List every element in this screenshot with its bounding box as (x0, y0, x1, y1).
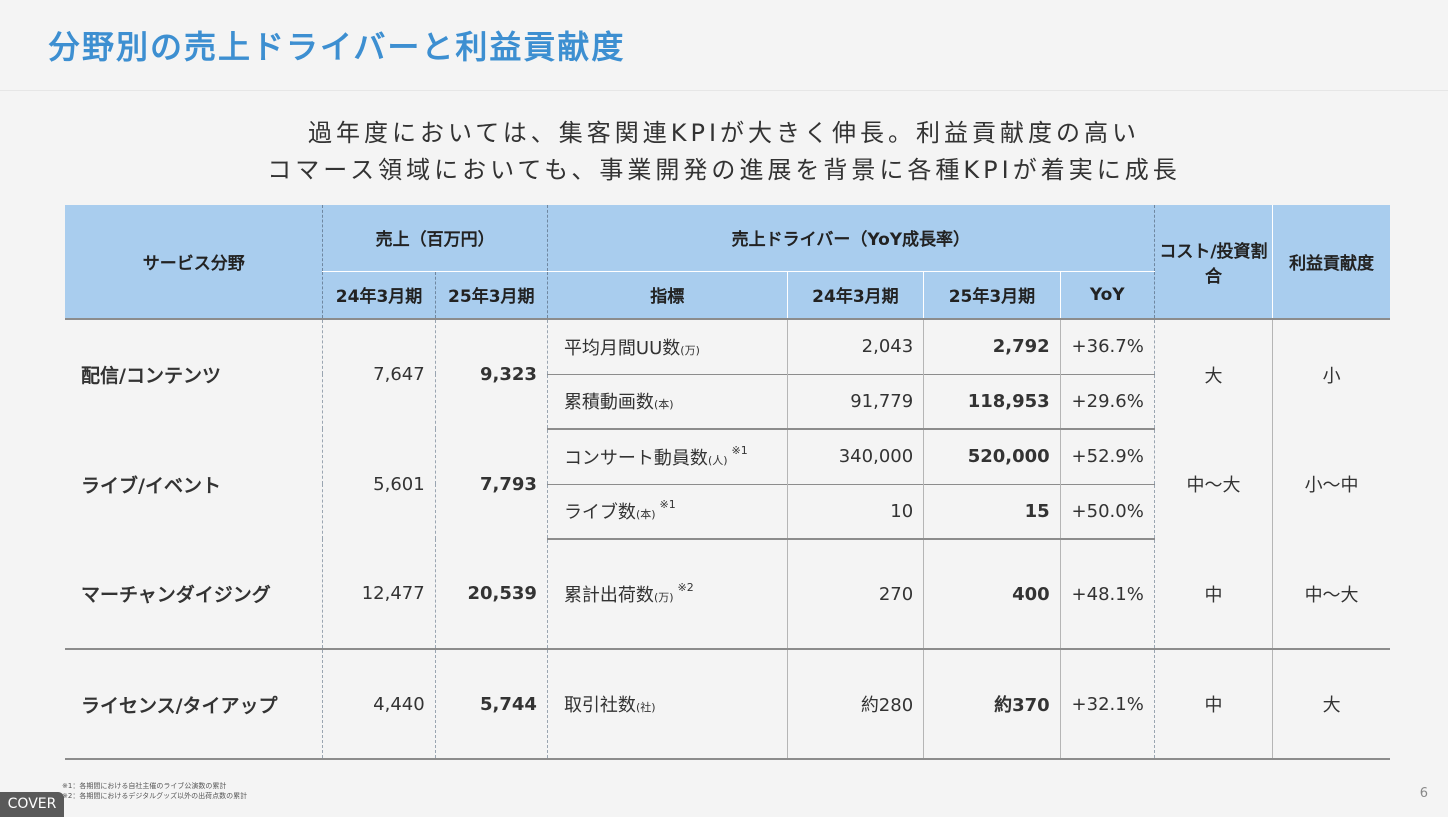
footnotes: ※1：各期間における自社主催のライブ公演数の累計 ※2：各期間におけるデジタルグ… (62, 781, 247, 801)
header-indicator: 指標 (547, 271, 788, 320)
kpi-label: ライブ数 (563, 502, 636, 524)
kpi-unit: (本) (653, 398, 674, 412)
sales-fy25: 7,793 (435, 429, 548, 539)
sales-fy24: 5,601 (322, 429, 436, 539)
kpi-name: 平均月間UU数(万) (547, 318, 788, 374)
sales-fy25: 5,744 (435, 649, 548, 760)
kpi-fy25: 約370 (923, 649, 1061, 760)
profit-contribution: 小～中 (1304, 475, 1359, 496)
page-number: 6 (1419, 786, 1428, 801)
cost-ratio: 中 (1154, 649, 1274, 760)
kpi-name: 累計出荷数(万)※2 (547, 539, 788, 650)
kpi-note: ※1 (659, 498, 676, 512)
cost-ratio: 中～大 (1154, 429, 1274, 539)
header-kpi-fy25: 25年3月期 (923, 271, 1061, 320)
slide-title: 分野別の売上ドライバーと利益貢献度 (48, 28, 626, 66)
sales-fy25: 20,539 (435, 539, 548, 650)
header-sales-fy25: 25年3月期 (435, 271, 548, 320)
kpi-fy25: 400 (923, 539, 1061, 650)
sales-fy24: 7,647 (322, 318, 436, 429)
cost-ratio: 中 (1154, 539, 1274, 650)
kpi-fy25: 15 (923, 483, 1061, 540)
kpi-note: ※1 (731, 443, 748, 457)
kpi-yoy: +50.0% (1060, 483, 1155, 540)
subtitle-line-1: 過年度においては、集客関連KPIが大きく伸長。利益貢献度の高い (307, 119, 1141, 147)
kpi-label: 平均月間UU数 (563, 337, 681, 359)
kpi-fy24: 2,043 (787, 318, 925, 374)
kpi-yoy: +52.9% (1060, 429, 1155, 484)
kpi-label: 累計出荷数 (563, 585, 654, 606)
header-drivers: 売上ドライバー（YoY成長率） (547, 205, 1155, 272)
kpi-unit: (社) (635, 701, 656, 714)
header-cost-label: コスト/投資割合 (1159, 241, 1268, 287)
kpi-fy25: 520,000 (923, 429, 1061, 484)
cost-ratio: 大 (1154, 318, 1274, 429)
subtitle-line-2: コマース領域においても、事業開発の進展を背景に各種KPIが着実に成長 (267, 156, 1181, 184)
kpi-fy25: 118,953 (923, 373, 1061, 430)
header-kpi-fy24: 24年3月期 (787, 271, 925, 320)
kpi-fy24: 10 (787, 483, 925, 540)
table-row: ライセンス/タイアップ 4,440 5,744 取引社数(社) 約280 約37… (65, 649, 1390, 760)
kpi-table: サービス分野 売上（百万円） 売上ドライバー（YoY成長率） コスト/投資割合 … (65, 205, 1390, 760)
kpi-label: コンサート動員数 (563, 447, 708, 469)
cover-badge[interactable]: COVER (0, 792, 64, 817)
profit-contribution: 大 (1272, 649, 1390, 760)
kpi-name: ライブ数(本)※1 (547, 483, 788, 540)
sales-fy24: 4,440 (322, 649, 436, 760)
table-row: ライブ数(本)※1 10 15 +50.0% (65, 483, 1390, 540)
footnote-2: ※2：各期間におけるデジタルグッズ以外の出荷点数の累計 (62, 792, 248, 800)
kpi-unit: (万) (653, 591, 674, 604)
kpi-label: 累積動画数 (563, 392, 654, 414)
header-sales-fy24: 24年3月期 (322, 271, 436, 320)
kpi-unit: (万) (680, 343, 700, 357)
kpi-yoy: +48.1% (1060, 539, 1155, 650)
kpi-fy24: 270 (787, 539, 925, 650)
kpi-unit: (人) (707, 453, 728, 467)
table-row: マーチャンダイジング 12,477 20,539 累計出荷数(万)※2 270 … (65, 539, 1390, 650)
service-name: ライセンス/タイアップ (65, 649, 324, 760)
kpi-unit: (本) (635, 508, 656, 522)
table-row: ライブ/イベント 5,601 7,793 コンサート動員数(人)※1 340,0… (65, 429, 1390, 539)
sales-fy24: 12,477 (322, 539, 436, 650)
sales-fy25: 9,323 (435, 318, 548, 429)
profit-contribution: 小 (1272, 318, 1390, 429)
kpi-name: 累積動画数(本) (547, 373, 788, 430)
kpi-yoy: +32.1% (1060, 649, 1155, 760)
footnote-1: ※1：各期間における自社主催のライブ公演数の累計 (62, 782, 227, 790)
kpi-fy24: 340,000 (787, 429, 925, 484)
service-name: 配信/コンテンツ (65, 318, 324, 429)
divider (0, 90, 1448, 91)
profit-contribution: 中～大 (1272, 539, 1390, 650)
kpi-fy24: 約280 (787, 649, 925, 760)
service-name: ライブ/イベント (65, 429, 324, 539)
kpi-yoy: +29.6% (1060, 373, 1155, 430)
header-cost: コスト/投資割合 (1154, 205, 1274, 320)
kpi-fy25: 2,792 (923, 318, 1061, 374)
header-service: サービス分野 (65, 205, 324, 320)
kpi-name: 取引社数(社) (547, 649, 788, 760)
kpi-name: コンサート動員数(人)※1 (547, 429, 788, 484)
table-row: 配信/コンテンツ 7,647 9,323 平均月間UU数(万) 2,043 2,… (65, 318, 1390, 429)
kpi-yoy: +36.7% (1060, 318, 1155, 374)
table-row: 累積動画数(本) 91,779 118,953 +29.6% (65, 373, 1390, 430)
kpi-note: ※2 (677, 581, 694, 594)
header-sales: 売上（百万円） (322, 205, 548, 272)
kpi-fy24: 91,779 (787, 373, 925, 430)
header-profit: 利益貢献度 (1272, 205, 1390, 320)
service-name: マーチャンダイジング (65, 539, 324, 650)
kpi-label: 取引社数 (563, 695, 636, 716)
header-yoy: YoY (1060, 271, 1155, 320)
